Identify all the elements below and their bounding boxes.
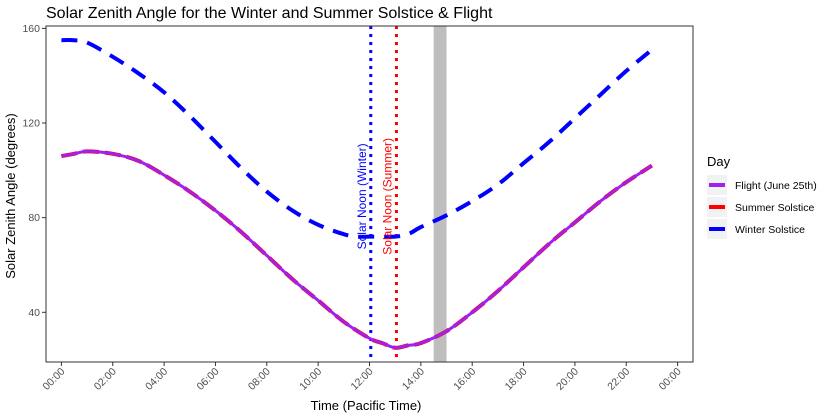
y-tick-label-1: 80 xyxy=(28,212,40,224)
x-tick-label-7: 14:00 xyxy=(400,366,427,393)
y-tick-label-2: 120 xyxy=(22,118,40,130)
legend-label-0: Flight (June 25th) xyxy=(735,180,817,192)
x-tick-label-11: 22:00 xyxy=(605,366,632,393)
y-tick-label-3: 160 xyxy=(22,23,40,35)
solar-noon-lines-group xyxy=(369,26,398,362)
flight-window-band-group xyxy=(433,26,447,362)
x-axis-title: Time (Pacific Time) xyxy=(311,398,422,413)
x-axis: 00:00 02:00 04:00 06:00 08:00 10:00 12:00 14:00… xyxy=(40,362,684,393)
series-line-flight-june-25th xyxy=(61,149,653,350)
series-lines-group xyxy=(61,38,654,350)
legend-title: Day xyxy=(707,154,731,169)
x-tick-label-12: 00:00 xyxy=(657,366,684,393)
y-axis-title: Solar Zenith Angle (degrees) xyxy=(3,113,18,278)
x-tick-label-0: 00:00 xyxy=(40,366,67,393)
x-tick-label-1: 02:00 xyxy=(92,366,119,393)
annotations-group: Solar Noon (Winter) Solar Noon (Summer) xyxy=(355,138,395,255)
solar-noon-label-1: Solar Noon (Summer) xyxy=(380,138,394,255)
x-tick-label-4: 08:00 xyxy=(246,366,273,393)
x-tick-label-5: 10:00 xyxy=(297,366,324,393)
x-tick-label-8: 16:00 xyxy=(451,366,478,393)
x-tick-label-10: 20:00 xyxy=(554,366,581,393)
y-tick-label-0: 40 xyxy=(28,307,40,319)
legend-label-2: Winter Solstice xyxy=(735,224,805,236)
legend-label-1: Summer Solstice xyxy=(735,202,815,214)
series-line-winter-solstice xyxy=(61,38,654,239)
chart-title: Solar Zenith Angle for the Winter and Su… xyxy=(46,5,493,22)
flight-window-band xyxy=(433,26,447,362)
solar-noon-label-0: Solar Noon (Winter) xyxy=(355,143,369,249)
plot-area: Solar Noon (Winter) Solar Noon (Summer) xyxy=(45,25,694,363)
x-tick-label-6: 12:00 xyxy=(349,366,376,393)
x-tick-label-3: 06:00 xyxy=(195,366,222,393)
legend: Day Flight (June 25th) Summer Solstice Win… xyxy=(707,154,817,239)
y-axis: 40 80 120 160 xyxy=(22,23,46,319)
x-tick-label-9: 18:00 xyxy=(503,366,530,393)
x-tick-label-2: 04:00 xyxy=(143,366,170,393)
